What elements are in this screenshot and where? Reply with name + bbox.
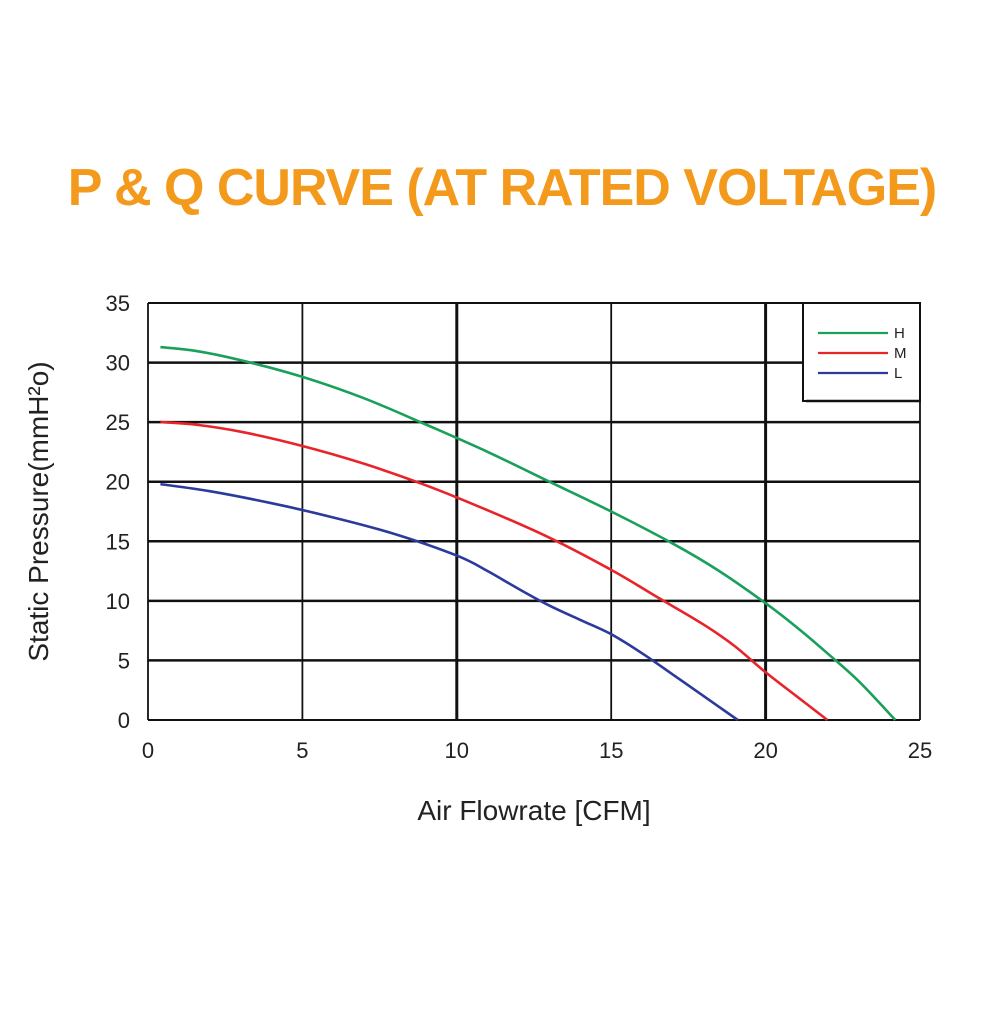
series-line-l bbox=[160, 482, 739, 722]
grid bbox=[147, 302, 921, 721]
legend-label-m: M bbox=[894, 345, 907, 362]
x-axis-label: Air Flowrate [CFM] bbox=[417, 795, 650, 826]
y-axis-label: Static Pressure(mmH²o) bbox=[23, 361, 54, 661]
x-tick-label: 15 bbox=[599, 738, 623, 763]
legend-label-h: H bbox=[894, 325, 905, 342]
series-line-h bbox=[160, 345, 897, 721]
y-tick-label: 10 bbox=[106, 589, 130, 614]
x-tick-label: 10 bbox=[445, 738, 469, 763]
y-tick-label: 30 bbox=[106, 351, 130, 376]
series-lines bbox=[160, 345, 897, 722]
x-tick-label: 20 bbox=[753, 738, 777, 763]
x-tick-label: 5 bbox=[296, 738, 308, 763]
chart-title: P & Q CURVE (AT RATED VOLTAGE) bbox=[67, 159, 937, 217]
y-tick-label: 20 bbox=[106, 470, 130, 495]
legend-label-l: L bbox=[894, 365, 902, 382]
x-tick-label: 25 bbox=[908, 738, 932, 763]
y-tick-label: 0 bbox=[118, 708, 130, 733]
series-line-m bbox=[160, 420, 829, 722]
x-tick-label: 0 bbox=[142, 738, 154, 763]
y-tick-label: 35 bbox=[106, 291, 130, 316]
y-tick-label: 5 bbox=[118, 648, 130, 673]
legend: HML bbox=[802, 302, 921, 403]
axes: 0 5 10 15 20 25 30 35 0 5 10 15 20 25 bbox=[106, 291, 933, 763]
y-tick-label: 25 bbox=[106, 410, 130, 435]
y-tick-label: 15 bbox=[106, 529, 130, 554]
